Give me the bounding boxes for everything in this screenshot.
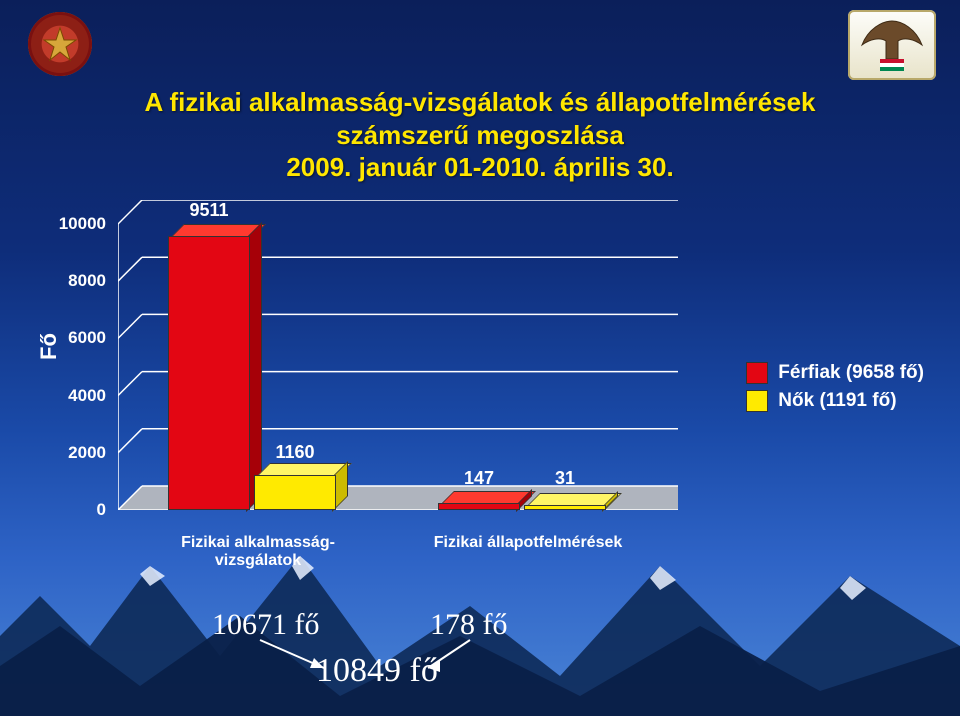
bar-cat2-female [524, 507, 604, 510]
bar-label-3: 147 [434, 468, 524, 489]
bar-label-1: 9511 [164, 200, 254, 221]
bar-cat1-female [254, 477, 334, 510]
title-line-2: számszerű megoszlása [0, 119, 960, 152]
bar-label-4: 31 [520, 468, 610, 489]
y-axis-label: Fő [36, 333, 62, 360]
bar-label-2: 1160 [250, 442, 340, 463]
y-tick-3: 6000 [68, 328, 106, 348]
legend: Férfiak (9658 fő) Nők (1191 fő) [746, 356, 924, 418]
legend-label-female: Nők (1191 fő) [778, 390, 896, 412]
x-category-2: Fizikai állapotfelmérések [408, 534, 648, 552]
total-category-1: 10671 fő [212, 608, 320, 642]
y-tick-2: 4000 [68, 386, 106, 406]
bar-cat2-male [438, 505, 518, 510]
legend-swatch-female [746, 390, 768, 412]
emblem-right-icon [848, 10, 936, 80]
total-grand: 10849 fő [316, 652, 438, 690]
total-category-2: 178 fő [430, 608, 508, 642]
legend-label-male: Férfiak (9658 fő) [778, 362, 924, 384]
y-tick-1: 2000 [68, 443, 106, 463]
x-category-1: Fizikai alkalmasság-vizsgálatok [148, 534, 368, 571]
emblem-left-icon [28, 12, 92, 76]
chart-plot: 0 2000 4000 6000 8000 10000 9511 1160 14… [118, 200, 678, 510]
bar-cat1-male [168, 238, 248, 510]
y-tick-0: 0 [97, 500, 106, 520]
legend-item-female: Nők (1191 fő) [746, 390, 924, 412]
y-tick-5: 10000 [59, 214, 106, 234]
y-tick-4: 8000 [68, 271, 106, 291]
mountain-backdrop [0, 496, 960, 716]
slide: A fizikai alkalmasság-vizsgálatok és áll… [0, 0, 960, 716]
title-line-1: A fizikai alkalmasság-vizsgálatok és áll… [0, 86, 960, 119]
title-line-3: 2009. január 01-2010. április 30. [0, 151, 960, 184]
legend-item-male: Férfiak (9658 fő) [746, 362, 924, 384]
slide-title: A fizikai alkalmasság-vizsgálatok és áll… [0, 86, 960, 184]
legend-swatch-male [746, 362, 768, 384]
